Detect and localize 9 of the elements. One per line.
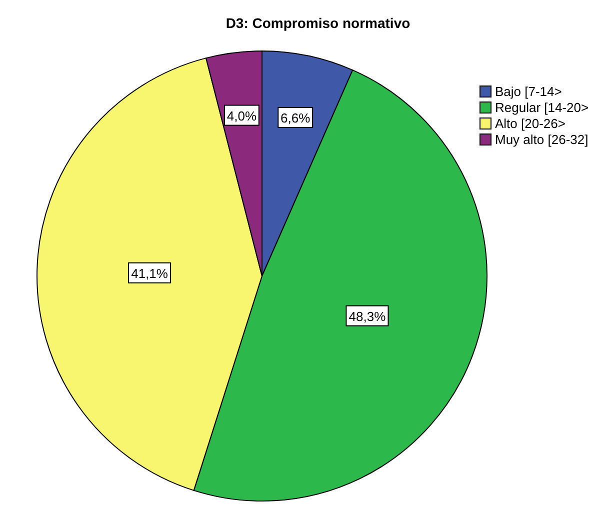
chart-title: D3: Compromiso normativo bbox=[226, 15, 410, 31]
legend-label: Alto [20-26> bbox=[495, 116, 566, 131]
legend-label: Muy alto [26-32] bbox=[495, 132, 588, 147]
data-label: 48,3% bbox=[348, 308, 386, 324]
data-label: 6,6% bbox=[280, 110, 311, 126]
legend-label: Regular [14-20> bbox=[495, 100, 589, 115]
data-label: 41,1% bbox=[131, 266, 168, 281]
data-label: 4,0% bbox=[226, 108, 257, 124]
legend-label: Bajo [7-14> bbox=[495, 84, 562, 99]
